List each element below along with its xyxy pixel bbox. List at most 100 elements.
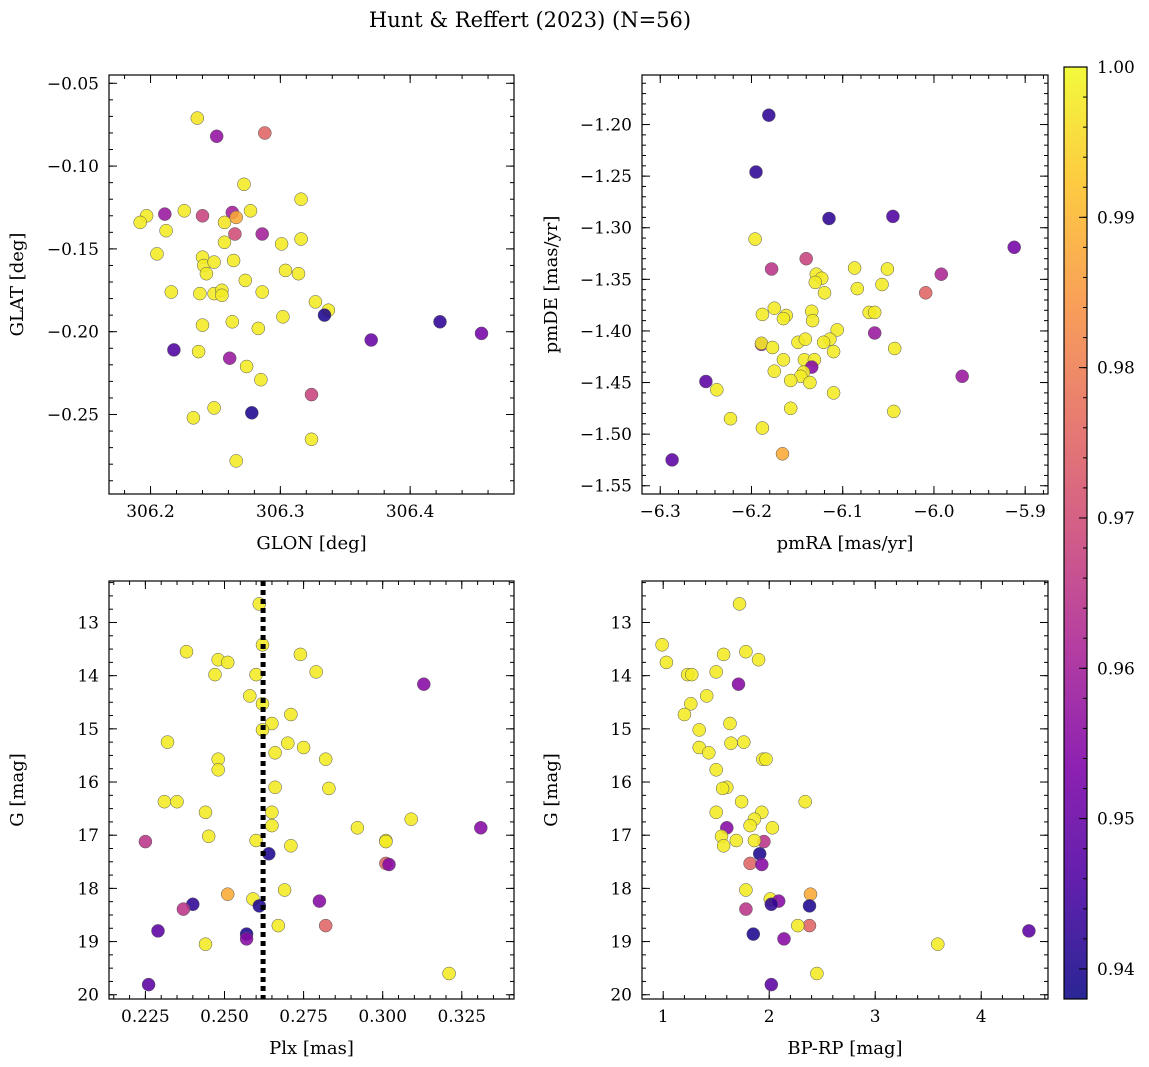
plx-g-point bbox=[312, 894, 327, 908]
pmra-pmde-point bbox=[918, 286, 933, 300]
pmra-pmde-point bbox=[867, 305, 882, 320]
pmra-pmde-point bbox=[887, 341, 902, 356]
glon-glat-point bbox=[191, 344, 206, 359]
y-tick-label: 19 bbox=[610, 933, 632, 953]
plx-g-point bbox=[309, 665, 323, 679]
plx-g-frame bbox=[108, 580, 515, 1000]
pmra-pmde-point bbox=[749, 165, 763, 179]
plx-g-point bbox=[198, 805, 213, 820]
bprp-g-point bbox=[699, 689, 714, 703]
plx-g-point bbox=[382, 857, 396, 872]
x-tick-label: 4 bbox=[976, 1007, 987, 1027]
plx-g-point bbox=[198, 937, 213, 951]
plx-g-point bbox=[350, 821, 365, 835]
pmra-pmde-point bbox=[783, 373, 798, 388]
pmra-pmde-point bbox=[822, 211, 836, 226]
y-tick-label: 16 bbox=[610, 773, 632, 793]
glon-glat-point bbox=[225, 315, 240, 329]
pmra-pmde-point bbox=[798, 332, 813, 346]
y-tick-label: 18 bbox=[610, 879, 632, 899]
y-tick-label: 15 bbox=[77, 720, 99, 740]
pmra-pmde-point bbox=[762, 108, 776, 122]
bprp-g-point bbox=[715, 781, 730, 796]
bprp-g-point bbox=[685, 667, 699, 682]
x-tick-label: 0.275 bbox=[279, 1007, 328, 1027]
y-tick-label: 13 bbox=[610, 613, 632, 633]
colorbar-tick-label: 0.98 bbox=[1097, 359, 1135, 379]
plx-g-point bbox=[296, 740, 311, 755]
pmra-pmde-point bbox=[764, 262, 779, 276]
colorbar-tick-label: 0.95 bbox=[1097, 810, 1135, 830]
y-tick-label: 15 bbox=[610, 720, 632, 740]
panel-plx-g: 0.225 0.250 0.275 0.300 0.325 13 14 15 16 17 18 19 2… bbox=[7, 580, 515, 1059]
y-tick-label: 16 bbox=[77, 773, 99, 793]
pmra-pmde-point bbox=[755, 421, 770, 435]
glon-glat-point bbox=[317, 308, 332, 322]
plx-g-point bbox=[265, 818, 279, 833]
glon-glat-point bbox=[254, 372, 268, 387]
glon-glat-point bbox=[193, 286, 207, 301]
pmra-pmde-point bbox=[817, 286, 832, 300]
plx-g-point bbox=[271, 918, 286, 933]
plx-g-point bbox=[281, 736, 295, 750]
bprp-g-frame bbox=[641, 580, 1049, 1000]
pmra-pmde-point bbox=[826, 344, 841, 359]
x-tick-label: −6.0 bbox=[913, 502, 954, 522]
glon-glat-point bbox=[238, 273, 253, 288]
glon-glat-point bbox=[304, 432, 319, 447]
x-axis-label: GLON [deg] bbox=[256, 533, 366, 554]
pmra-pmde-point bbox=[776, 353, 791, 367]
pmra-pmde-point bbox=[816, 335, 831, 350]
bprp-g-point bbox=[739, 902, 753, 916]
x-tick-label: 306.4 bbox=[386, 502, 435, 522]
x-tick-label: 306.3 bbox=[256, 502, 305, 522]
pmra-pmde-point bbox=[955, 369, 969, 384]
plx-g-point bbox=[322, 781, 336, 796]
glon-glat-point bbox=[229, 454, 243, 468]
pmra-pmde-point bbox=[783, 401, 798, 416]
plx-g-point bbox=[417, 677, 431, 691]
pmra-pmde-point bbox=[850, 281, 865, 296]
colorbar-tick-label: 1.00 bbox=[1097, 58, 1135, 78]
y-axis-label: G [mag] bbox=[541, 753, 562, 826]
bprp-g-point bbox=[751, 652, 766, 667]
plx-g-point bbox=[277, 883, 292, 897]
y-axis-label: GLAT [deg] bbox=[7, 233, 28, 337]
glon-glat-point bbox=[364, 333, 378, 347]
bprp-g-point bbox=[737, 735, 751, 749]
glon-glat-point bbox=[150, 247, 164, 261]
colorbar-tick-label: 0.99 bbox=[1097, 208, 1135, 228]
pmra-pmde-point bbox=[867, 326, 882, 340]
glon-glat-point bbox=[308, 295, 323, 309]
figure-title: Hunt & Reffert (2023) (N=56) bbox=[369, 8, 691, 32]
y-tick-label: −0.20 bbox=[47, 323, 99, 343]
plx-g-point bbox=[284, 839, 298, 853]
bprp-g-point bbox=[739, 883, 753, 897]
plx-g-point bbox=[220, 887, 235, 901]
y-tick-label: 14 bbox=[610, 667, 632, 687]
glon-glat-point bbox=[164, 285, 179, 299]
glon-glat-point bbox=[158, 207, 172, 221]
pmra-pmde-point bbox=[767, 301, 782, 315]
glon-glat-point bbox=[215, 288, 229, 303]
plx-g-point bbox=[265, 716, 279, 731]
pmra-pmde-point bbox=[799, 251, 813, 266]
glon-glat-point bbox=[255, 227, 269, 241]
glon-glat-point bbox=[195, 209, 210, 223]
plx-g-point bbox=[138, 834, 153, 849]
plx-g-point bbox=[442, 966, 456, 981]
plx-g-point bbox=[268, 746, 282, 760]
plx-g-point bbox=[141, 977, 156, 992]
pmra-pmde-point bbox=[830, 323, 844, 337]
plx-g-point bbox=[201, 829, 216, 844]
y-tick-label: 19 bbox=[77, 933, 99, 953]
pmra-pmde-point bbox=[775, 447, 790, 461]
y-tick-label: 20 bbox=[77, 986, 99, 1006]
glon-glat-point bbox=[226, 253, 241, 268]
colorbar-gradient bbox=[1064, 67, 1087, 999]
x-axis-label: BP-RP [mag] bbox=[787, 1038, 902, 1059]
bprp-g-point bbox=[759, 752, 773, 766]
colorbar-tick-label: 0.94 bbox=[1097, 960, 1135, 980]
x-tick-label: −6.2 bbox=[731, 502, 772, 522]
bprp-g-point bbox=[709, 763, 723, 777]
